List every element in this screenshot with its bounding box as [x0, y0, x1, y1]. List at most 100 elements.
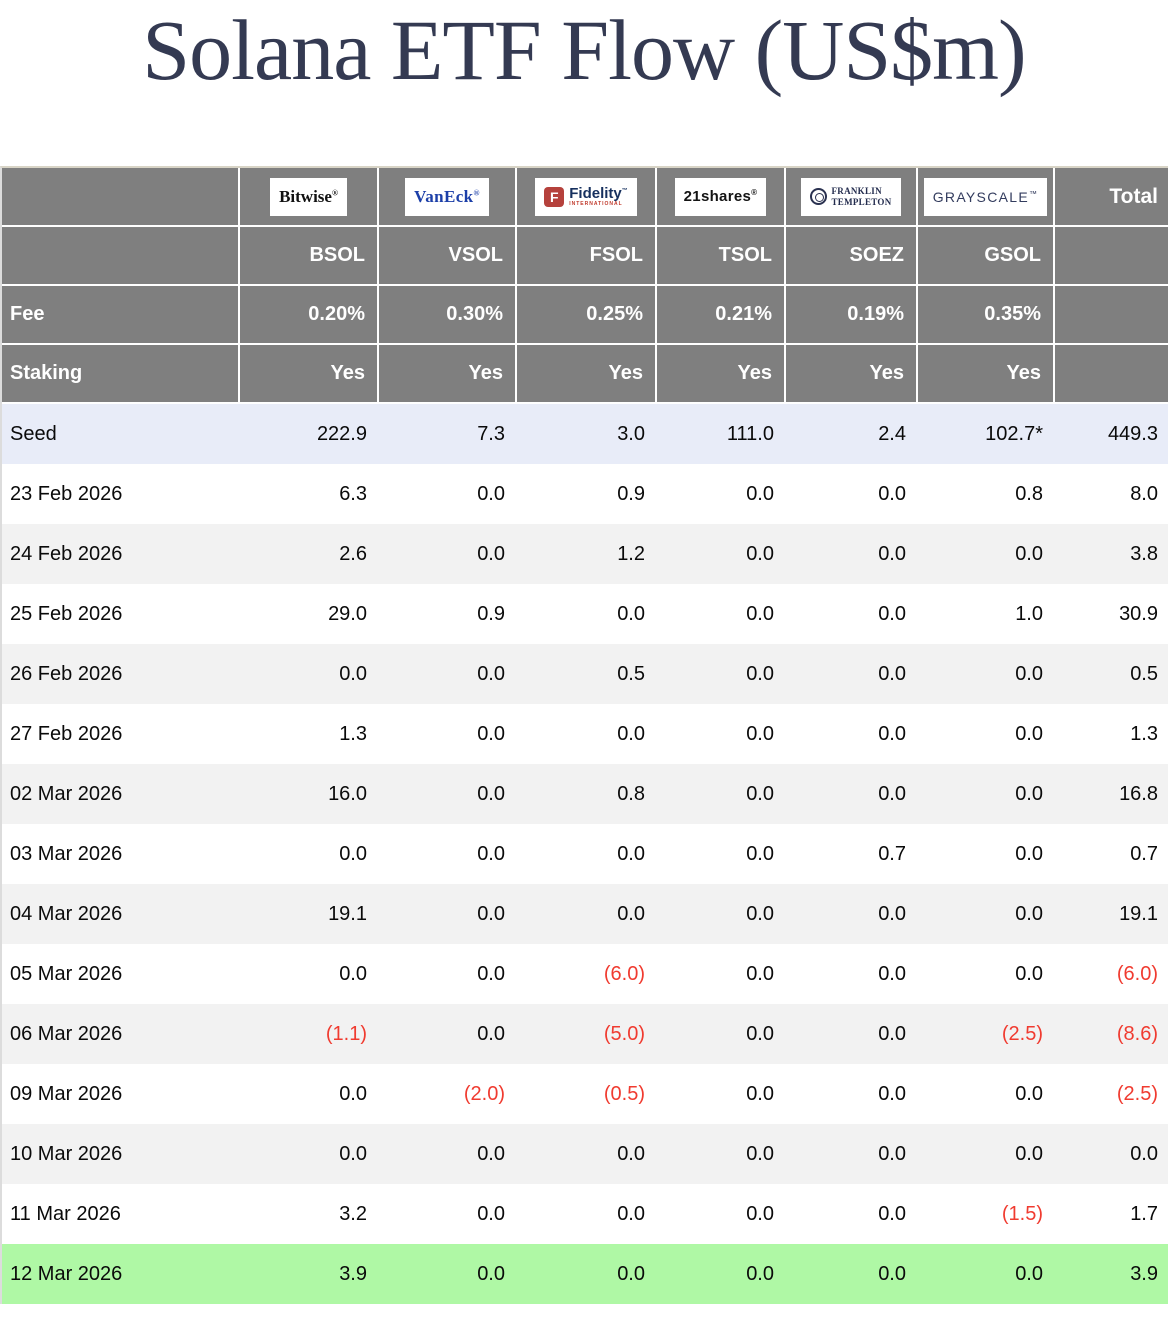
fee-row: Fee 0.20% 0.30% 0.25% 0.21% 0.19% 0.35% [2, 286, 1168, 346]
value-cell: 0.0 [746, 1262, 774, 1285]
date-cell: 09 Mar 2026 [10, 1082, 123, 1105]
value-cell: (2.0) [463, 1082, 505, 1105]
corner-cell [2, 168, 240, 228]
value-cell: 29.0 [328, 602, 367, 625]
value-cell: 0.0 [477, 542, 505, 565]
value-cell: 19.1 [328, 902, 367, 925]
value-cell: 3.2 [339, 1202, 367, 1225]
total-header: Total [1055, 168, 1168, 228]
value-cell: 0.0 [617, 1202, 645, 1225]
value-cell: 0.0 [477, 782, 505, 805]
value-cell: 0.7 [878, 842, 906, 865]
value-cell: 111.0 [726, 422, 774, 445]
value-cell: 0.0 [746, 782, 774, 805]
value-cell: 0.0 [339, 662, 367, 685]
value-cell: 0.0 [339, 1082, 367, 1105]
value-cell: 0.0 [746, 602, 774, 625]
date-cell: 03 Mar 2026 [10, 842, 123, 865]
table-row: 11 Mar 2026 3.2 0.0 0.0 0.0 0.0 (1.5) 1.… [2, 1184, 1168, 1245]
value-cell: 0.9 [617, 482, 645, 505]
value-cell: 0.0 [339, 842, 367, 865]
table-row: 27 Feb 2026 1.3 0.0 0.0 0.0 0.0 0.0 1.3 [2, 704, 1168, 765]
table-row: 25 Feb 2026 29.0 0.9 0.0 0.0 0.0 1.0 30.… [2, 584, 1168, 645]
provider-ticker: BSOL [240, 227, 379, 287]
provider-ticker: SOEZ [786, 227, 918, 287]
logo-row: Bitwise® VanEck® F Fidelity™ INTERNATION… [2, 168, 1168, 228]
vaneck-logo: VanEck® [405, 177, 489, 216]
value-cell: 0.0 [617, 1262, 645, 1285]
fee-value: 0.35% [918, 286, 1055, 346]
table-row: 10 Mar 2026 0.0 0.0 0.0 0.0 0.0 0.0 0.0 [2, 1124, 1168, 1185]
staking-value: Yes [379, 345, 517, 405]
fee-value: 0.19% [786, 286, 918, 346]
value-cell: 0.0 [477, 902, 505, 925]
total-cell: 0.7 [1130, 842, 1158, 865]
table-row: 02 Mar 2026 16.0 0.0 0.8 0.0 0.0 0.0 16.… [2, 764, 1168, 825]
total-cell: (2.5) [1116, 1082, 1158, 1105]
provider-logo-cell: F Fidelity™ INTERNATIONAL [517, 168, 657, 228]
value-cell: 0.0 [878, 1262, 906, 1285]
total-cell: 19.1 [1119, 902, 1158, 925]
table-row: 09 Mar 2026 0.0 (2.0) (0.5) 0.0 0.0 0.0 … [2, 1064, 1168, 1125]
value-cell: 0.0 [878, 1022, 906, 1045]
fee-label: Fee [2, 286, 240, 346]
corner-cell [2, 227, 240, 287]
value-cell: 16.0 [328, 782, 367, 805]
total-cell: 30.9 [1119, 602, 1158, 625]
table-body: Seed 222.9 7.3 3.0 111.0 2.4 102.7* 449.… [2, 404, 1168, 1305]
value-cell: 0.5 [617, 662, 645, 685]
total-cell: 449.3 [1107, 422, 1158, 445]
date-cell: 11 Mar 2026 [10, 1202, 121, 1225]
value-cell: (6.0) [603, 962, 645, 985]
table-row: 03 Mar 2026 0.0 0.0 0.0 0.0 0.7 0.0 0.7 [2, 824, 1168, 885]
staking-value: Yes [786, 345, 918, 405]
table-row: 12 Mar 2026 3.9 0.0 0.0 0.0 0.0 0.0 3.9 [2, 1244, 1168, 1305]
fee-value: 0.20% [240, 286, 379, 346]
provider-ticker: GSOL [918, 227, 1055, 287]
bitwise-logo: Bitwise® [270, 177, 347, 216]
value-cell: 0.0 [1015, 1262, 1043, 1285]
date-cell: 06 Mar 2026 [10, 1022, 123, 1045]
value-cell: 0.0 [746, 902, 774, 925]
value-cell: 0.0 [746, 722, 774, 745]
value-cell: 0.0 [1015, 542, 1043, 565]
total-cell: 1.3 [1130, 722, 1158, 745]
value-cell: 0.0 [617, 722, 645, 745]
value-cell: 0.0 [878, 902, 906, 925]
table-row: Seed 222.9 7.3 3.0 111.0 2.4 102.7* 449.… [2, 404, 1168, 465]
provider-ticker: TSOL [657, 227, 786, 287]
date-cell: Seed [10, 422, 57, 445]
total-cell: (6.0) [1116, 962, 1158, 985]
franklin-templeton-logo: FRANKLIN TEMPLETON [801, 177, 901, 216]
value-cell: (5.0) [603, 1022, 645, 1045]
fee-value: 0.21% [657, 286, 786, 346]
value-cell: 102.7* [985, 422, 1043, 445]
date-cell: 04 Mar 2026 [10, 902, 123, 925]
value-cell: 0.0 [1015, 842, 1043, 865]
value-cell: (0.5) [603, 1082, 645, 1105]
value-cell: 0.0 [477, 1142, 505, 1165]
value-cell: 0.0 [878, 1082, 906, 1105]
value-cell: 0.0 [477, 1022, 505, 1045]
empty-cell [1055, 345, 1168, 405]
value-cell: 0.9 [477, 602, 505, 625]
21shares-logo: 21shares® [674, 177, 767, 216]
table-row: 26 Feb 2026 0.0 0.0 0.5 0.0 0.0 0.0 0.5 [2, 644, 1168, 705]
table-row: 23 Feb 2026 6.3 0.0 0.9 0.0 0.0 0.8 8.0 [2, 464, 1168, 525]
value-cell: 0.0 [746, 1142, 774, 1165]
total-cell: (8.6) [1116, 1022, 1158, 1045]
value-cell: (1.1) [325, 1022, 367, 1045]
provider-logo-cell: FRANKLIN TEMPLETON [786, 168, 918, 228]
value-cell: 0.0 [1015, 782, 1043, 805]
total-cell: 3.8 [1130, 542, 1158, 565]
value-cell: 1.0 [1015, 602, 1043, 625]
total-cell: 0.5 [1130, 662, 1158, 685]
date-cell: 05 Mar 2026 [10, 962, 123, 985]
value-cell: 0.0 [1015, 962, 1043, 985]
date-cell: 12 Mar 2026 [10, 1262, 123, 1285]
total-cell: 3.9 [1130, 1262, 1158, 1285]
value-cell: 0.0 [1015, 722, 1043, 745]
value-cell: 7.3 [477, 422, 505, 445]
value-cell: 0.0 [477, 842, 505, 865]
value-cell: (2.5) [1001, 1022, 1043, 1045]
